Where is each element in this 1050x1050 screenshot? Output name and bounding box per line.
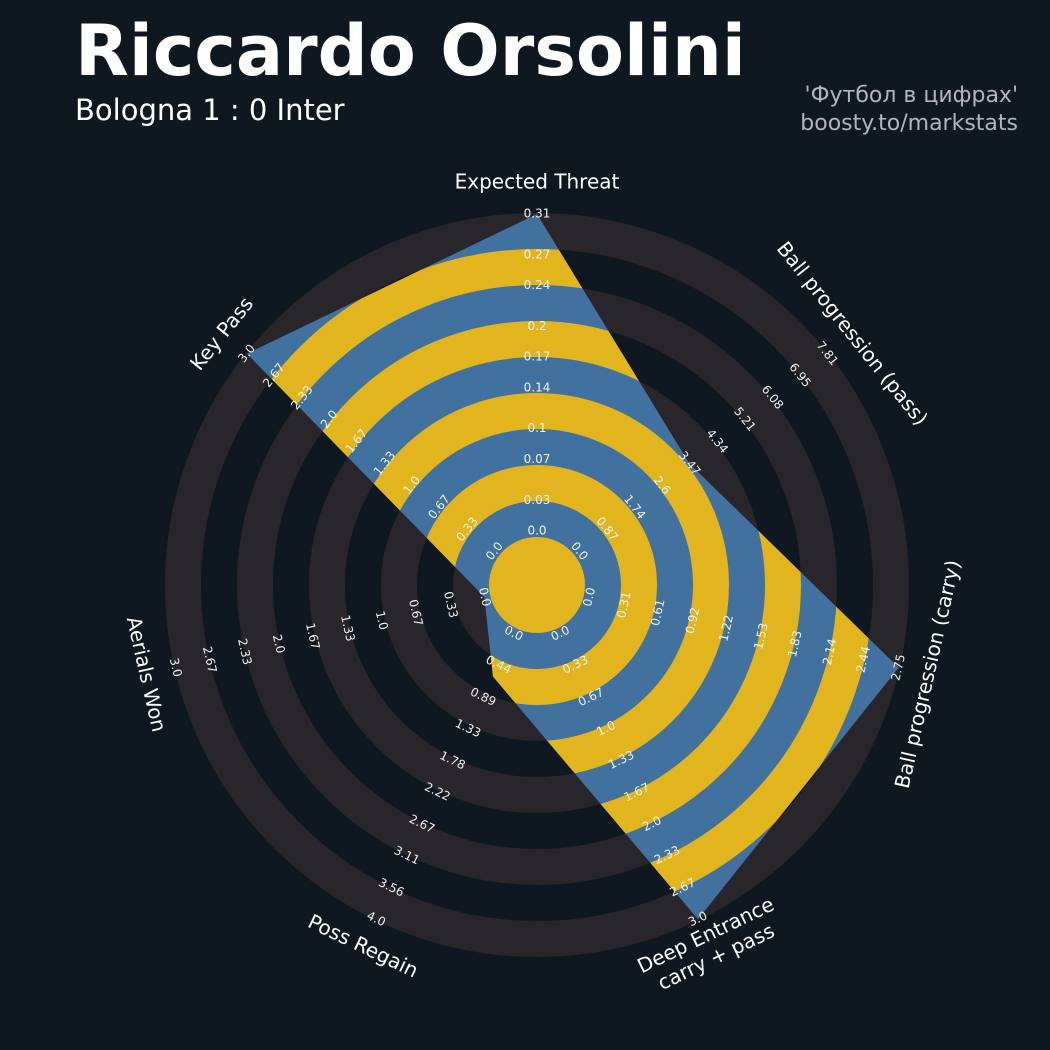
tick-label: 1.53 xyxy=(751,622,771,651)
tick-label: 0.17 xyxy=(524,350,551,364)
center-disk xyxy=(489,537,585,633)
tick-label: 2.33 xyxy=(235,637,255,666)
tick-label: 0.1 xyxy=(527,421,546,435)
tick-label: 2.75 xyxy=(888,653,908,682)
chart-subtitle: Bologna 1 : 0 Inter xyxy=(75,93,345,127)
tick-label: 0.31 xyxy=(524,207,551,221)
credit: 'Футбол в цифрах' xyxy=(805,83,1018,108)
tick-label: 2.14 xyxy=(820,637,840,666)
tick-label: 2.67 xyxy=(200,645,220,674)
tick-label: 0.2 xyxy=(527,319,546,333)
tick-label: 0.24 xyxy=(524,278,551,292)
tick-label: 0.31 xyxy=(614,590,634,619)
tick-label: 0.07 xyxy=(524,452,551,466)
tick-label: 0.61 xyxy=(648,598,668,627)
tick-label: 0.27 xyxy=(524,247,551,261)
tick-label: 0.92 xyxy=(683,606,703,635)
credit: boosty.to/markstats xyxy=(800,111,1018,136)
tick-label: 1.83 xyxy=(785,629,805,658)
tick-label: 1.33 xyxy=(338,614,358,643)
tick-label: 0.0 xyxy=(580,586,598,608)
tick-label: 1.67 xyxy=(303,622,323,651)
tick-label: 0.14 xyxy=(524,380,551,394)
tick-label: 0.33 xyxy=(441,590,461,619)
tick-label: 3.0 xyxy=(167,657,185,679)
tick-label: 0.0 xyxy=(527,524,546,538)
tick-label: 1.0 xyxy=(373,610,391,632)
param-label: Expected Threat xyxy=(455,170,620,194)
tick-label: 2.0 xyxy=(270,633,288,655)
tick-label: 0.67 xyxy=(406,598,426,627)
tick-label: 0.0 xyxy=(476,586,494,608)
tick-label: 2.44 xyxy=(854,645,874,674)
tick-label: 1.22 xyxy=(716,614,736,643)
chart-title: Riccardo Orsolini xyxy=(75,10,746,92)
tick-label: 0.03 xyxy=(524,493,551,507)
